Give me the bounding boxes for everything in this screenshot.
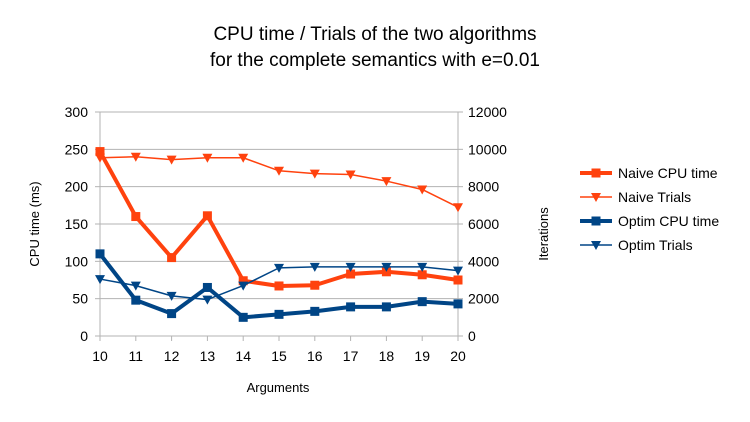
y2-tick-label: 12000 (468, 104, 507, 120)
y-tick-label: 150 (65, 216, 89, 232)
data-point (167, 309, 177, 319)
data-point (238, 281, 249, 291)
legend-label: Optim CPU time (618, 213, 719, 229)
data-point (309, 262, 320, 272)
data-point (167, 253, 177, 263)
y-tick-label: 0 (80, 328, 88, 344)
y-axis-label: CPU time (ms) (27, 181, 42, 266)
data-point (130, 152, 141, 162)
data-point (417, 262, 428, 272)
chart-title: CPU time / Trials of the two algorithms (213, 24, 536, 45)
y2-tick-label: 0 (468, 328, 476, 344)
data-point (202, 211, 212, 221)
legend-item-naive-cpu-time: Naive CPU time (580, 165, 718, 181)
data-point (166, 155, 177, 165)
x-tick-label: 11 (129, 348, 144, 364)
data-point (274, 309, 284, 319)
x-tick-label: 13 (200, 348, 216, 364)
legend-item-naive-trials: Naive Trials (580, 189, 691, 205)
data-point (202, 282, 212, 292)
data-point (202, 153, 213, 163)
legend-item-optim-cpu-time: Optim CPU time (580, 213, 719, 229)
x-tick-label: 12 (164, 348, 180, 364)
data-point (95, 153, 105, 163)
y2-axis-label: Iterations (536, 207, 551, 261)
y-tick-label: 50 (72, 291, 88, 307)
data-point (453, 275, 463, 285)
data-point (95, 275, 105, 285)
data-point (274, 263, 284, 273)
legend: Naive CPU time Naive Trials Optim CPU time… (580, 165, 719, 253)
x-tick-labels: 10 11 12 13 14 15 16 17 18 19 20 (92, 348, 466, 364)
chart-subtitle: for the complete semantics with e=0.01 (210, 50, 540, 71)
data-point (346, 269, 356, 279)
x-axis-label: Arguments (247, 380, 310, 395)
data-point (274, 166, 284, 176)
data-point (381, 177, 392, 187)
x-tick-label: 16 (307, 348, 323, 364)
x-tick-label: 17 (343, 348, 359, 364)
data-point (417, 270, 427, 280)
series-optim-trials (95, 262, 463, 305)
y2-tick-label: 6000 (468, 216, 499, 232)
legend-label: Optim Trials (618, 237, 693, 253)
data-point (238, 153, 249, 163)
data-point (130, 281, 141, 291)
legend-swatch-marker (591, 168, 601, 178)
data-point (166, 291, 177, 301)
y2-tick-label: 4000 (468, 253, 499, 269)
data-point (417, 185, 428, 195)
data-point (202, 295, 213, 305)
series-naive-trials (95, 152, 463, 213)
data-point (238, 276, 248, 286)
series-line (99, 156, 459, 208)
legend-swatch-marker (591, 216, 601, 226)
data-point (381, 262, 392, 272)
data-point (309, 169, 320, 179)
data-point (345, 170, 356, 180)
data-point (131, 212, 141, 222)
data-point (238, 312, 248, 322)
data-point (95, 147, 105, 157)
y-tick-label: 250 (65, 141, 89, 157)
y2-tick-label: 10000 (468, 141, 507, 157)
data-point (346, 302, 356, 312)
y2-tick-label: 8000 (468, 179, 499, 195)
series-group (95, 147, 463, 322)
y-tick-label: 100 (65, 253, 89, 269)
legend-swatch-marker (591, 241, 601, 250)
data-point (417, 297, 427, 307)
data-point (453, 266, 463, 276)
data-point (131, 295, 141, 305)
legend-label: Naive Trials (618, 189, 691, 205)
data-point (453, 203, 463, 213)
data-point (345, 262, 356, 272)
y-tick-label: 200 (65, 179, 89, 195)
x-tick-label: 14 (235, 348, 251, 364)
data-point (310, 306, 320, 316)
legend-item-optim-trials: Optim Trials (580, 237, 693, 253)
x-tick-label: 18 (379, 348, 395, 364)
data-point (381, 302, 391, 312)
x-tick-label: 20 (450, 348, 466, 364)
y2-tick-label: 2000 (468, 291, 499, 307)
y-tick-labels: 0 50 100 150 200 250 300 (65, 104, 89, 344)
data-point (453, 299, 463, 309)
grid (100, 111, 458, 337)
data-point (310, 280, 320, 290)
legend-label: Naive CPU time (618, 165, 718, 181)
y-tick-label: 300 (65, 104, 89, 120)
x-tick-label: 19 (414, 348, 430, 364)
data-point (95, 249, 105, 259)
legend-swatch-marker (591, 193, 601, 202)
series-optim-cpu-time (95, 249, 463, 322)
y2-tick-labels: 0 2000 4000 6000 8000 10000 12000 (468, 104, 507, 344)
x-tick-label: 15 (271, 348, 287, 364)
x-tick-label: 10 (92, 348, 108, 364)
data-point (274, 281, 284, 291)
